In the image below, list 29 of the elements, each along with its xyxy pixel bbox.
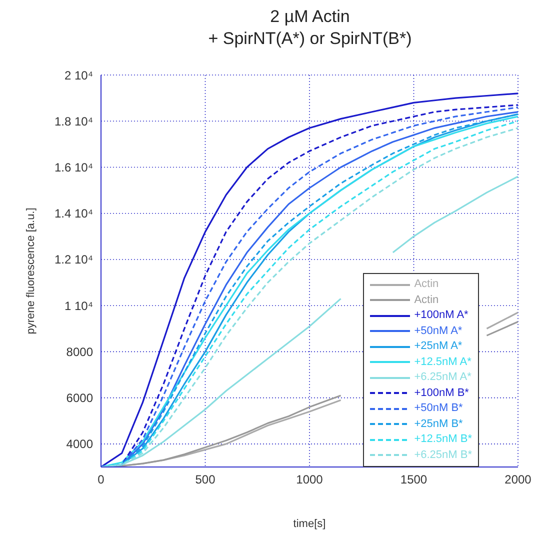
legend-label: +25nM A* [414, 339, 462, 354]
legend-label: +100nM A* [414, 308, 468, 323]
legend-label: +12.5nM A* [414, 354, 472, 370]
x-axis-title: time[s] [293, 518, 326, 530]
legend-label: +12.5nM B* [414, 432, 472, 447]
x-tick-label: 1000 [296, 472, 324, 487]
x-tick-label: 500 [195, 472, 216, 487]
y-tick-label: 6000 [66, 391, 94, 406]
y-tick-label: 4000 [66, 437, 94, 452]
y-tick-label: 1.6 10⁴ [54, 160, 93, 174]
legend-label: +6.25nM A* [414, 370, 472, 385]
y-tick-label: 2 10⁴ [64, 68, 93, 82]
x-tick-label: 2000 [504, 472, 532, 487]
chart-title: 2 µM Actin + SpirNT(A*) or SpirNT(B*) [207, 6, 413, 50]
legend-label: +50nM A* [414, 324, 462, 338]
y-tick-label: 1.4 10⁴ [54, 206, 93, 221]
legend-label: Actin [414, 277, 439, 292]
y-tick-label: 1 10⁴ [64, 298, 93, 313]
x-tick-label: 0 [98, 472, 105, 487]
legend-label: +25nM B* [414, 416, 463, 432]
y-axis-title: pyrene fluorescence [a.u.] [24, 208, 37, 334]
legend-label: +6.25nM B* [414, 448, 472, 462]
legend-label: +50nM B* [414, 401, 463, 416]
legend-label: +100nM B* [414, 386, 469, 400]
y-tick-label: 1.8 10⁴ [54, 114, 93, 128]
legend-label: Actin [414, 292, 439, 308]
x-tick-label: 1500 [400, 472, 428, 487]
y-tick-label: 8000 [66, 344, 94, 359]
y-tick-label: 1.2 10⁴ [54, 252, 93, 267]
